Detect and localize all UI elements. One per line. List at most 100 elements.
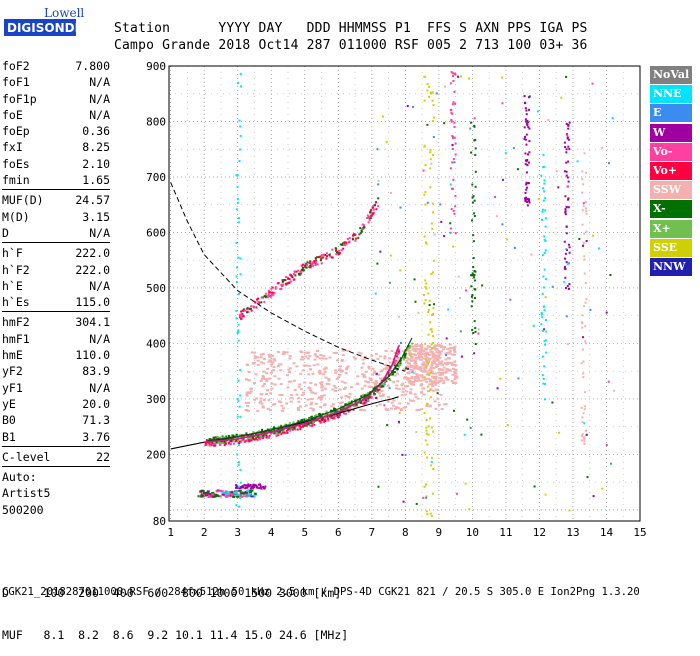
echo-point [585, 230, 588, 233]
echo-point [239, 497, 242, 500]
echo-point [237, 339, 240, 342]
echo-point [524, 135, 527, 138]
param-value: 222.0 [75, 262, 110, 277]
echo-point [406, 378, 410, 381]
echo-point [316, 363, 320, 366]
echo-point [408, 346, 411, 349]
echo-point [437, 363, 441, 366]
echo-point [409, 382, 413, 385]
echo-point [430, 461, 433, 464]
echo-point [379, 384, 382, 387]
echo-point [408, 381, 412, 384]
echo-point [422, 393, 426, 396]
echo-point [247, 439, 250, 442]
echo-point [307, 373, 311, 376]
echo-point [288, 281, 291, 284]
echo-point [265, 389, 269, 392]
legend-item: X+ [650, 219, 692, 238]
param-value: N/A [89, 331, 110, 346]
echo-point [524, 163, 527, 166]
x-tick-label: 8 [402, 526, 409, 539]
echo-point [320, 395, 324, 398]
echo-point [430, 272, 433, 275]
echo-point [247, 310, 250, 313]
echo-point [289, 400, 293, 403]
echo-point [582, 241, 585, 244]
echo-point [236, 415, 239, 418]
echo-point [450, 119, 453, 122]
echo-point [586, 476, 589, 479]
echo-point [340, 380, 344, 383]
echo-point [457, 275, 460, 278]
echo-point [223, 444, 226, 447]
echo-point [542, 355, 545, 358]
echo-point [255, 397, 259, 400]
echo-point [437, 351, 441, 354]
echo-point [373, 383, 377, 386]
echo-point [361, 358, 365, 361]
echo-point [254, 373, 258, 376]
echo-point [312, 364, 316, 367]
echo-point [377, 183, 380, 186]
echo-point [236, 453, 239, 456]
echo-point [460, 75, 463, 78]
echo-point [399, 341, 402, 344]
echo-point [392, 371, 395, 374]
echo-point [316, 350, 320, 353]
x-tick-label: 10 [466, 526, 479, 539]
x-tick-label: 9 [436, 526, 443, 539]
echo-point [584, 391, 587, 394]
echo-point [270, 363, 274, 366]
echo-point [365, 401, 368, 404]
echo-point [257, 435, 260, 438]
legend-item: SSW [650, 181, 692, 200]
echo-point [585, 210, 588, 213]
echo-point [298, 424, 301, 427]
param-value: 1.65 [82, 173, 110, 188]
echo-point [219, 443, 222, 446]
echo-point [566, 137, 569, 140]
echo-point [430, 383, 434, 386]
echo-point [423, 144, 426, 147]
echo-point [381, 394, 385, 397]
echo-point [237, 463, 240, 466]
echo-point [259, 483, 262, 486]
echo-point [336, 410, 339, 413]
echo-point [525, 109, 528, 112]
echo-point [340, 405, 343, 408]
x-tick-label: 1 [167, 526, 174, 539]
echo-point [292, 379, 296, 382]
echo-point [267, 360, 271, 363]
echo-point [412, 383, 416, 386]
echo-point [352, 405, 355, 408]
param-value: N/A [89, 225, 110, 240]
echo-point [404, 406, 408, 409]
echo-point [453, 351, 457, 354]
echo-point [392, 404, 396, 407]
echo-point [248, 436, 251, 439]
echo-point [564, 268, 567, 271]
echo-point [263, 300, 266, 303]
echo-point [583, 438, 586, 441]
legend-item: E [650, 104, 692, 123]
echo-point [320, 419, 323, 422]
echo-point [542, 275, 545, 278]
echo-point [393, 363, 396, 366]
echo-point [347, 401, 350, 404]
echo-point [388, 387, 391, 390]
echo-point [566, 198, 569, 201]
echo-point [228, 492, 232, 495]
echo-point [453, 345, 457, 348]
echo-point [453, 382, 457, 385]
echo-point [211, 493, 215, 496]
echo-point [413, 377, 417, 380]
echo-point [375, 382, 379, 385]
echo-point [348, 240, 351, 243]
echo-point [338, 414, 341, 417]
echo-point [271, 361, 275, 364]
echo-point [280, 425, 283, 428]
echo-point [443, 235, 446, 238]
echo-point [292, 273, 295, 276]
echo-point [605, 311, 608, 314]
echo-point [428, 304, 431, 307]
